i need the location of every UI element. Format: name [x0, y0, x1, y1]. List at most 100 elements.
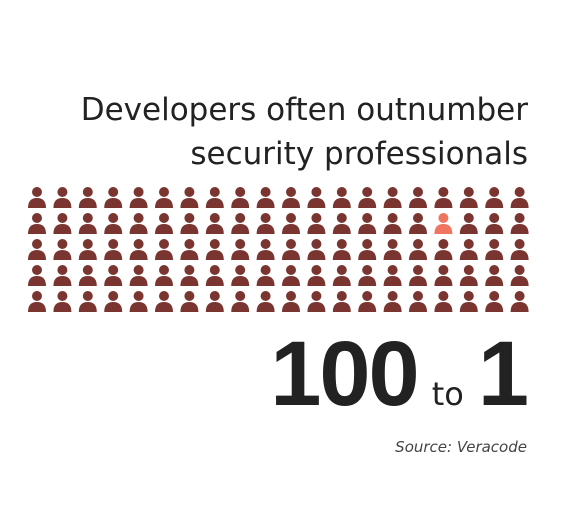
icon-head — [209, 187, 220, 197]
person-icon — [78, 265, 97, 286]
person-icon — [307, 291, 326, 312]
person-icon — [180, 291, 199, 312]
icon-head — [57, 187, 68, 197]
icon-head — [133, 265, 144, 275]
icon-body — [231, 250, 250, 260]
person-icon — [129, 187, 148, 208]
person-icon — [129, 213, 148, 234]
icon-body — [256, 198, 275, 208]
icon-head — [438, 213, 449, 223]
icon-body — [256, 302, 275, 312]
person-icon — [129, 291, 148, 312]
icon-head — [463, 239, 474, 249]
person-icon — [28, 187, 46, 208]
person-icon — [256, 213, 275, 234]
icon-body — [53, 224, 72, 234]
icon-body — [129, 302, 148, 312]
icon-body — [282, 276, 300, 286]
icon-head — [362, 187, 373, 197]
icon-head — [159, 239, 169, 249]
icon-head — [260, 213, 271, 223]
icon-head — [438, 187, 449, 197]
icon-head — [108, 239, 119, 249]
person-icon — [53, 291, 72, 312]
person-icon — [129, 239, 148, 260]
person-icon — [282, 239, 300, 260]
icon-head — [489, 291, 500, 301]
icon-head — [184, 291, 195, 301]
icon-body — [459, 276, 478, 286]
icon-head — [413, 239, 423, 249]
person-icon — [510, 291, 529, 312]
person-icon — [180, 213, 199, 234]
icon-body — [434, 276, 453, 286]
icon-body — [332, 198, 351, 208]
icon-body — [205, 224, 224, 234]
person-icon — [104, 291, 123, 312]
icon-head — [209, 213, 220, 223]
icon-head — [438, 239, 449, 249]
icon-head — [463, 291, 474, 301]
person-icon — [383, 187, 402, 208]
icon-body — [231, 198, 250, 208]
icon-body — [129, 224, 148, 234]
person-icon — [332, 291, 351, 312]
icon-head — [286, 239, 296, 249]
icon-head — [311, 213, 322, 223]
person-icon — [155, 213, 173, 234]
person-icon — [485, 213, 504, 234]
person-icon — [409, 213, 427, 234]
icon-head — [438, 265, 449, 275]
icon-body — [180, 250, 199, 260]
icon-body — [307, 198, 326, 208]
person-icon — [485, 187, 504, 208]
person-icon — [434, 265, 453, 286]
person-icon — [282, 213, 300, 234]
icon-head — [32, 239, 42, 249]
icon-body — [53, 250, 72, 260]
icon-body — [129, 198, 148, 208]
person-icon — [409, 291, 427, 312]
icon-body — [231, 276, 250, 286]
person-icon — [307, 213, 326, 234]
person-icon — [28, 291, 46, 312]
icon-head — [235, 213, 246, 223]
icon-body — [358, 302, 377, 312]
icon-head — [209, 239, 220, 249]
icon-head — [209, 291, 220, 301]
icon-head — [362, 213, 373, 223]
person-icon — [485, 265, 504, 286]
ratio-right: 1 — [478, 323, 527, 425]
icon-body — [434, 198, 453, 208]
person-icon — [53, 213, 72, 234]
icon-head — [362, 239, 373, 249]
icon-head — [362, 265, 373, 275]
icon-body — [485, 276, 504, 286]
icon-head — [286, 213, 296, 223]
icon-body — [256, 276, 275, 286]
person-icon — [282, 187, 300, 208]
icon-body — [358, 224, 377, 234]
icon-body — [104, 250, 123, 260]
person-icon — [510, 239, 529, 260]
icon-head — [311, 265, 322, 275]
icon-body — [409, 224, 427, 234]
person-icon — [231, 291, 250, 312]
person-icon — [358, 265, 377, 286]
person-icon — [231, 239, 250, 260]
person-icon — [78, 291, 97, 312]
person-icon — [282, 265, 300, 286]
icon-body — [383, 250, 402, 260]
icon-head — [514, 265, 525, 275]
icon-body — [155, 224, 173, 234]
person-icon — [53, 187, 72, 208]
person-icon — [409, 239, 427, 260]
person-icon — [155, 187, 173, 208]
icon-body — [231, 302, 250, 312]
person-icon — [205, 265, 224, 286]
icon-body — [485, 224, 504, 234]
icon-body — [205, 302, 224, 312]
person-icon — [358, 213, 377, 234]
icon-head — [413, 265, 423, 275]
